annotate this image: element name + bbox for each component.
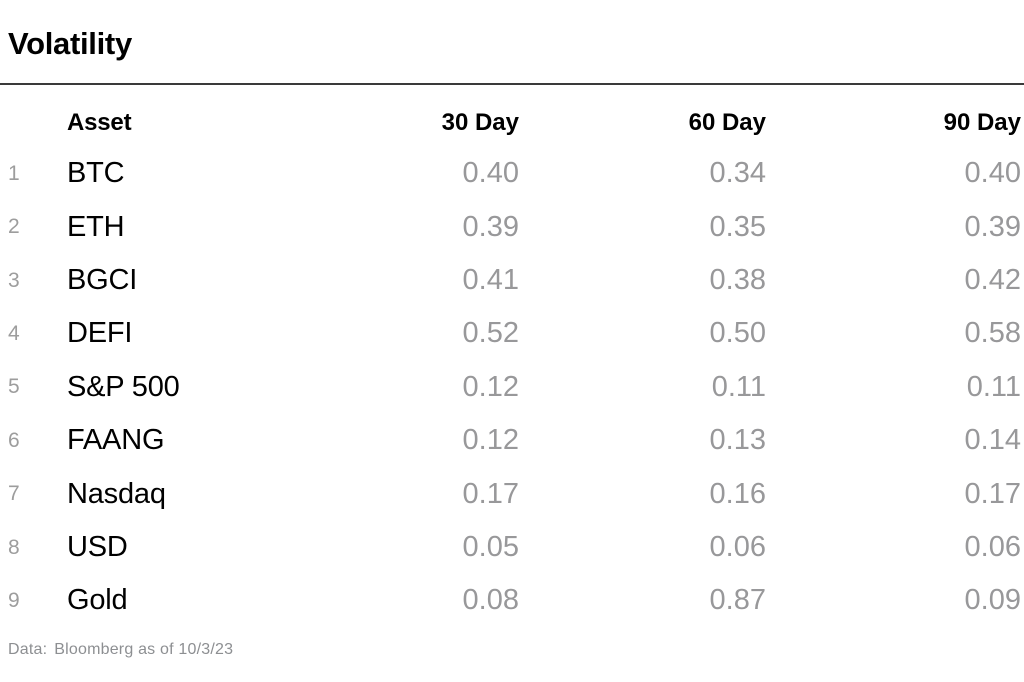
table-row: 2 ETH 0.39 0.35 0.39 [8,200,1021,253]
asset-name: S&P 500 [67,370,180,403]
table-row: 9 Gold 0.08 0.87 0.09 [8,574,1021,627]
asset-name: BGCI [67,264,138,297]
value-60day: 0.16 [709,477,766,510]
value-90day: 0.42 [964,264,1021,297]
table-row: 5 S&P 500 0.12 0.11 0.11 [8,361,1021,414]
value-30day: 0.41 [462,264,519,297]
row-number: 9 [8,588,20,612]
column-header-60day: 60 Day [688,109,766,137]
value-90day: 0.39 [964,210,1021,243]
row-number: 1 [8,161,20,185]
value-60day: 0.11 [711,370,766,403]
value-60day: 0.35 [709,210,766,243]
column-header-30day: 30 Day [441,109,519,137]
page-title: Volatility [8,26,132,61]
value-90day: 0.11 [966,370,1021,403]
value-30day: 0.17 [462,477,519,510]
asset-name: ETH [67,210,125,243]
value-60day: 0.87 [709,584,766,617]
table-row: 4 DEFI 0.52 0.50 0.58 [8,307,1021,360]
value-60day: 0.34 [709,157,766,190]
value-60day: 0.50 [709,317,766,350]
row-number: 3 [8,268,20,292]
row-number: 8 [8,535,20,559]
row-number: 6 [8,428,20,452]
value-90day: 0.58 [964,317,1021,350]
value-30day: 0.52 [462,317,519,350]
table-row: 7 Nasdaq 0.17 0.16 0.17 [8,467,1021,520]
table-row: 8 USD 0.05 0.06 0.06 [8,521,1021,574]
source-note-text: Bloomberg as of 10/3/23 [54,640,234,658]
table-body: 1 BTC 0.40 0.34 0.40 2 ETH 0.39 0.35 0.3… [8,147,1021,628]
table-row: 6 FAANG 0.12 0.13 0.14 [8,414,1021,467]
row-number: 4 [8,321,20,345]
volatility-table: Asset 30 Day 60 Day 90 Day 1 BTC 0.40 0.… [8,85,1021,628]
asset-name: FAANG [67,424,165,457]
value-30day: 0.12 [462,424,519,457]
asset-name: Nasdaq [67,477,166,510]
value-90day: 0.40 [964,157,1021,190]
source-note-label: Data: [8,640,48,658]
asset-name: DEFI [67,317,133,350]
source-note: Data: Bloomberg as of 10/3/23 [8,641,1024,659]
title-divider [0,83,1024,86]
table-row: 1 BTC 0.40 0.34 0.40 [8,147,1021,200]
asset-name: USD [67,531,128,564]
value-60day: 0.38 [709,264,766,297]
table-header-row: Asset 30 Day 60 Day 90 Day [8,99,1021,147]
table-row: 3 BGCI 0.41 0.38 0.42 [8,254,1021,307]
value-90day: 0.06 [964,531,1021,564]
asset-name: Gold [67,584,128,617]
value-30day: 0.05 [462,531,519,564]
column-header-asset: Asset [67,109,132,137]
row-number: 7 [8,482,20,506]
value-60day: 0.13 [709,424,766,457]
value-90day: 0.09 [964,584,1021,617]
value-60day: 0.06 [709,531,766,564]
value-90day: 0.17 [964,477,1021,510]
row-number: 5 [8,375,20,399]
column-header-90day: 90 Day [943,109,1021,137]
value-30day: 0.40 [462,157,519,190]
value-30day: 0.39 [462,210,519,243]
value-30day: 0.12 [462,370,519,403]
row-number: 2 [8,215,20,239]
value-30day: 0.08 [462,584,519,617]
value-90day: 0.14 [964,424,1021,457]
asset-name: BTC [67,157,125,190]
